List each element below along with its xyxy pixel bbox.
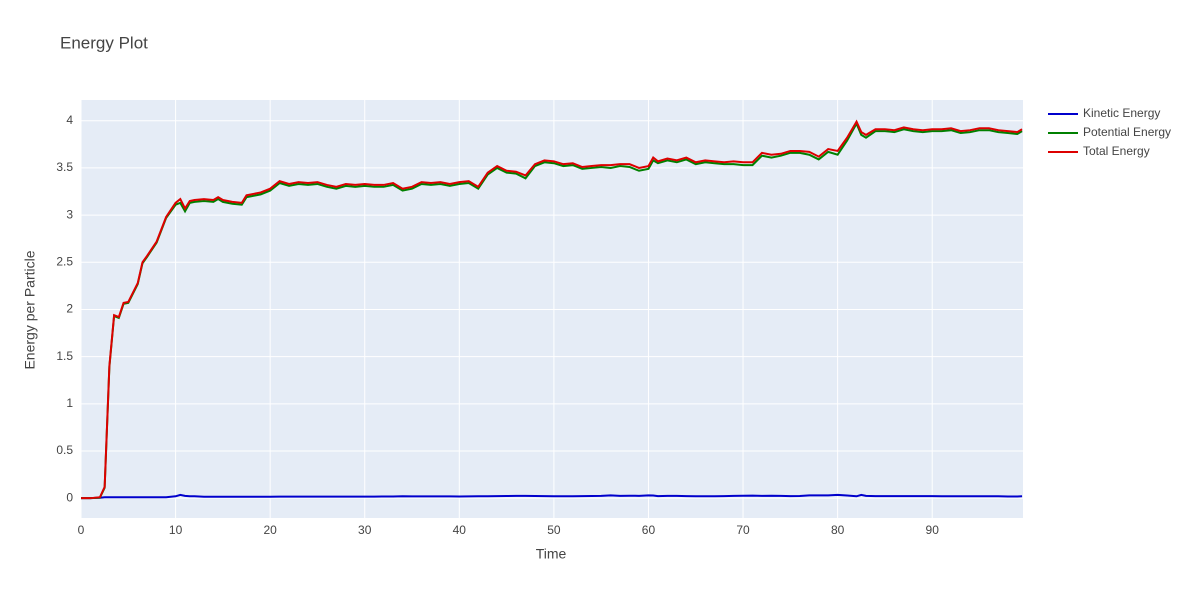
chart-title: Energy Plot [60, 33, 148, 52]
y-tick-label: 3.5 [56, 160, 73, 174]
y-axis-title: Energy per Particle [22, 250, 38, 369]
y-tick-label: 2 [66, 302, 73, 316]
x-axis-title: Time [536, 546, 567, 562]
y-tick-label: 1 [66, 396, 73, 410]
x-tick-label: 30 [358, 523, 372, 537]
x-tick-label: 70 [736, 523, 750, 537]
x-tick-label: 20 [263, 523, 277, 537]
series-line [81, 119, 1023, 500]
legend-label: Kinetic Energy [1083, 106, 1160, 120]
y-tick-label: 1.5 [56, 349, 73, 363]
x-tick-label: 80 [831, 523, 845, 537]
x-tick-label: 60 [642, 523, 656, 537]
y-tick-label: 4 [66, 113, 73, 127]
legend-label: Total Energy [1083, 144, 1150, 158]
y-tick-label: 0 [66, 490, 73, 504]
y-tick-label: 3 [66, 207, 73, 221]
x-tick-label: 10 [169, 523, 183, 537]
series-line [81, 121, 1023, 500]
y-tick-label: 0.5 [56, 443, 73, 457]
y-tick-label: 2.5 [56, 254, 73, 268]
x-tick-label: 90 [926, 523, 940, 537]
x-tick-label: 40 [453, 523, 467, 537]
legend-label: Potential Energy [1083, 125, 1171, 139]
x-tick-label: 50 [547, 523, 561, 537]
series-line [81, 493, 1023, 500]
x-tick-label: 0 [78, 523, 85, 537]
